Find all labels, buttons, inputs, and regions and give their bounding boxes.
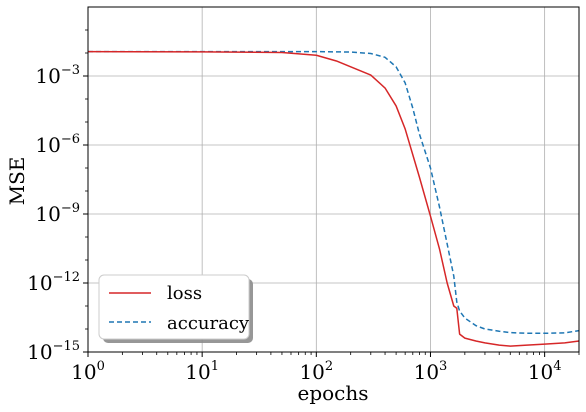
y-tick-label: 10−12 (27, 270, 80, 295)
series-line-loss (87, 50, 580, 347)
y-axis-title: MSE (5, 157, 29, 206)
series-layer (87, 50, 580, 347)
legend: loss accuracy (98, 274, 253, 343)
x-tick-label: 104 (528, 359, 562, 384)
y-tick-label: 10−6 (35, 132, 80, 157)
y-tick-label: 10−3 (35, 63, 80, 88)
x-tick-label: 103 (414, 359, 448, 384)
x-axis-title: epochs (297, 381, 368, 405)
x-tick-label: 102 (299, 359, 333, 384)
legend-label-loss: loss (167, 283, 202, 304)
tick-labels: 100 101 102 103 104 10−3 10−6 10−9 10−12 10−15 (27, 63, 561, 384)
series-line-accuracy (88, 50, 580, 335)
legend-box (98, 274, 250, 340)
y-tick-label: 10−9 (35, 201, 80, 226)
x-tick-label: 101 (185, 359, 219, 384)
legend-label-accuracy: accuracy (167, 313, 250, 334)
x-tick-label: 100 (71, 359, 105, 384)
ticks (83, 29, 580, 357)
y-tick-label: 10−15 (27, 339, 80, 364)
plot-frame (87, 6, 580, 353)
